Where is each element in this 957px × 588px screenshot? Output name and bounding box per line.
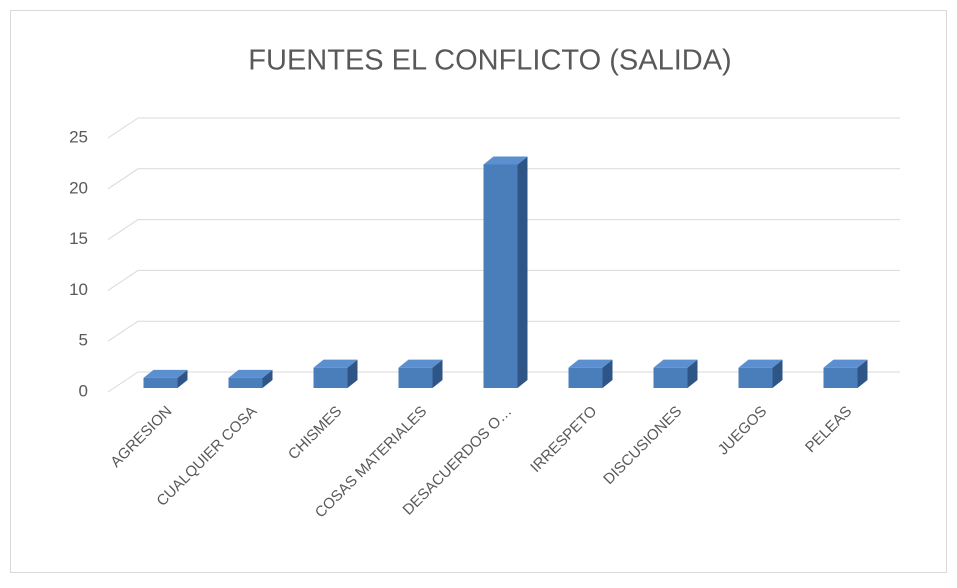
bar-side	[177, 369, 188, 388]
y-tick-label: 20	[69, 178, 88, 197]
grid-line	[107, 168, 139, 190]
y-tick-label: 25	[69, 127, 88, 146]
grid-line	[107, 269, 139, 291]
grid-line	[107, 219, 139, 241]
bar-top	[313, 359, 358, 368]
bar-top	[568, 359, 613, 368]
bar-side	[687, 359, 698, 388]
chart-title: FUENTES EL CONFLICTO (SALIDA)	[248, 45, 731, 77]
bar	[483, 164, 518, 388]
grid-line	[107, 117, 139, 139]
bar	[228, 377, 263, 388]
bar	[398, 367, 433, 388]
bar	[653, 367, 688, 388]
bar	[823, 367, 858, 388]
bar-side	[347, 359, 358, 388]
bar-side	[517, 156, 528, 388]
y-tick-label: 10	[69, 280, 88, 299]
y-tick-label: 0	[79, 381, 88, 400]
bar-top	[228, 369, 273, 378]
bar-side	[262, 369, 273, 388]
bar	[313, 367, 348, 388]
bar-side	[857, 359, 868, 388]
bar	[143, 377, 178, 388]
chart-border	[10, 10, 947, 573]
bar-top	[143, 369, 188, 378]
bar	[568, 367, 603, 388]
bar-top	[738, 359, 783, 368]
grid-line	[107, 320, 139, 342]
bar-top	[653, 359, 698, 368]
bar-top	[398, 359, 443, 368]
bar-side	[602, 359, 613, 388]
bar-side	[772, 359, 783, 388]
y-tick-label: 15	[69, 229, 88, 248]
bar-top	[823, 359, 868, 368]
bar-top	[483, 156, 528, 165]
bar-side	[432, 359, 443, 388]
bar	[738, 367, 773, 388]
y-tick-label: 5	[79, 331, 88, 350]
grid-line	[107, 371, 139, 393]
